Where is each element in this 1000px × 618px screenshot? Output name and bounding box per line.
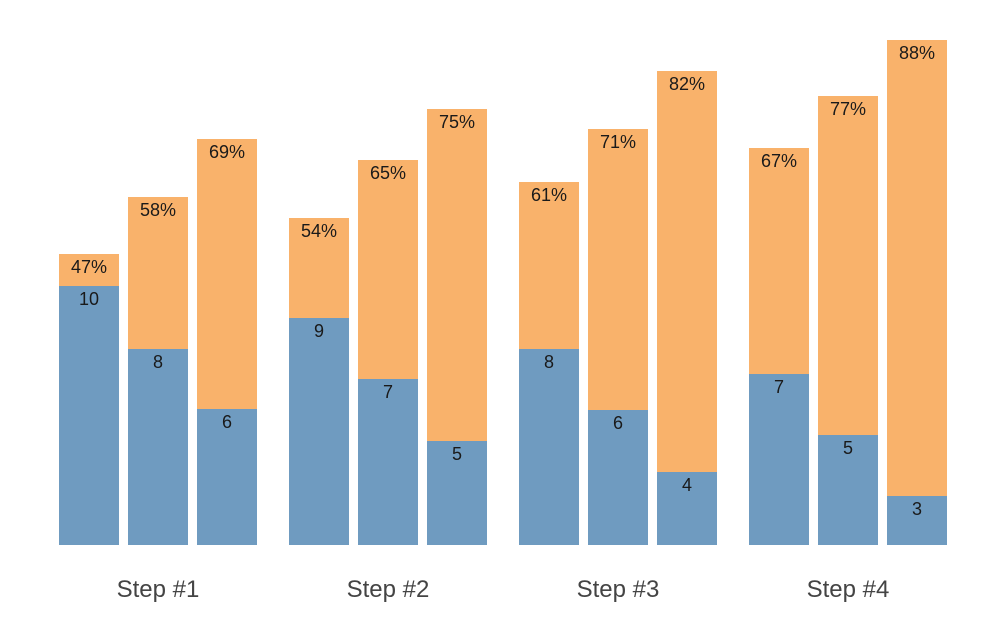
bar-segment-blue: 3 (887, 496, 947, 545)
bar: 77% 5 (818, 96, 878, 545)
bar-percent-label: 82% (668, 74, 706, 94)
bar-segment-blue: 10 (59, 286, 119, 545)
bar-segment-blue: 6 (197, 409, 257, 545)
bar-percent-label: 67% (760, 151, 798, 171)
bar: 67% 7 (749, 148, 809, 545)
bar-segment-blue: 9 (289, 318, 349, 545)
bar-value-label: 10 (78, 289, 100, 309)
x-axis-label: Step #3 (576, 576, 660, 603)
bar: 88% 3 (887, 40, 947, 545)
bar-segment-blue: 8 (128, 349, 188, 545)
bar-value-label: 9 (313, 321, 324, 341)
bar-segment-blue: 5 (818, 435, 878, 545)
x-axis-label: Step #4 (806, 576, 890, 603)
bar-percent-label: 65% (369, 163, 407, 183)
bar: 71% 6 (588, 129, 648, 545)
bar: 47% 10 (59, 254, 119, 545)
bar-percent-label: 61% (530, 185, 568, 205)
bar: 82% 4 (657, 71, 717, 545)
bar-segment-blue: 4 (657, 472, 717, 545)
bar-value-label: 7 (773, 377, 784, 397)
bar-segment-blue: 6 (588, 410, 648, 545)
bar-value-label: 6 (221, 412, 232, 432)
bar-percent-label: 75% (438, 112, 476, 132)
bar-percent-label: 58% (139, 200, 177, 220)
bar: 69% 6 (197, 139, 257, 545)
bar-segment-blue: 5 (427, 441, 487, 545)
bar-value-label: 5 (842, 438, 853, 458)
bar-value-label: 8 (152, 352, 163, 372)
bar-segment-blue: 7 (358, 379, 418, 545)
x-axis-label: Step #1 (116, 576, 200, 603)
bar: 65% 7 (358, 160, 418, 545)
bar-percent-label: 88% (898, 43, 936, 63)
x-axis-label: Step #2 (346, 576, 430, 603)
bar: 54% 9 (289, 218, 349, 545)
bar-percent-label: 69% (208, 142, 246, 162)
bar-segment-blue: 7 (749, 374, 809, 545)
bar-value-label: 4 (681, 475, 692, 495)
bar-value-label: 3 (911, 499, 922, 519)
bar-value-label: 8 (543, 352, 554, 372)
bar: 58% 8 (128, 197, 188, 545)
bar-percent-label: 71% (599, 132, 637, 152)
bar-value-label: 5 (451, 444, 462, 464)
bar: 75% 5 (427, 109, 487, 545)
bar-segment-blue: 8 (519, 349, 579, 545)
bar-percent-label: 47% (70, 257, 108, 277)
bar-value-label: 6 (612, 413, 623, 433)
bar-percent-label: 54% (300, 221, 338, 241)
bar-value-label: 7 (382, 382, 393, 402)
bar: 61% 8 (519, 182, 579, 545)
bar-percent-label: 77% (829, 99, 867, 119)
